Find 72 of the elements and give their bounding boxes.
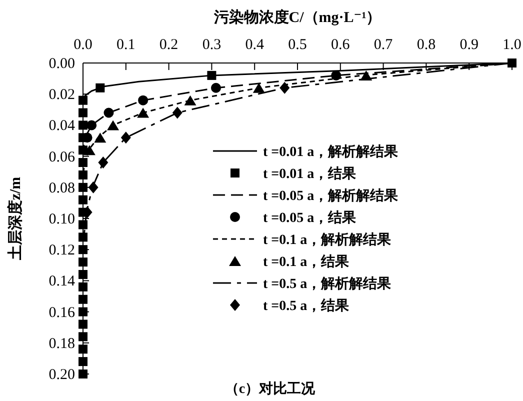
x-tick-label: 0.6 [331, 37, 350, 53]
point [120, 132, 131, 144]
y-tick-label: 0.02 [48, 87, 75, 104]
point [137, 108, 150, 118]
point [78, 96, 88, 105]
x-tick-label: 0.4 [245, 37, 264, 53]
point [78, 108, 88, 118]
point [78, 270, 88, 279]
point [78, 320, 88, 329]
x-tick-label: 0.8 [416, 37, 436, 53]
point [508, 58, 516, 68]
legend-label: t =0.01 a，解析解结果 [263, 144, 400, 160]
point [78, 344, 88, 354]
point [184, 95, 196, 106]
point [78, 232, 88, 242]
point [98, 156, 108, 169]
point [94, 132, 106, 143]
x-axis-title: 污染物浓度C/（mg·L⁻¹） [212, 8, 382, 26]
legend-label: t =0.5 a，解析解结果 [263, 276, 392, 292]
point [78, 220, 88, 230]
y-tick-label: 0.00 [48, 56, 75, 72]
y-tick-label: 0.12 [48, 242, 75, 259]
point [78, 332, 88, 342]
legend-label: t =0.1 a，结果 [263, 254, 350, 270]
x-tick-label: 0.3 [202, 37, 222, 53]
point [138, 95, 148, 106]
point [210, 82, 221, 93]
point [78, 282, 88, 292]
y-tick-label: 0.10 [48, 212, 75, 228]
point [78, 170, 88, 180]
x-tick-label: 0.2 [159, 37, 178, 53]
point [78, 158, 88, 168]
y-tick-label: 0.14 [48, 274, 76, 290]
x-tick-label: 0.5 [288, 37, 307, 53]
legend-label: t =0.01 a，结果 [263, 166, 358, 182]
point [78, 307, 88, 316]
y-tick-label: 0.20 [48, 367, 75, 383]
point [78, 245, 88, 254]
y-tick-label: 0.16 [48, 304, 76, 321]
point [78, 357, 88, 366]
x-tick-label: 0.7 [374, 37, 394, 53]
point [96, 83, 105, 92]
x-tick-label: 0.9 [460, 37, 478, 53]
y-tick-label: 0.18 [48, 336, 75, 352]
x-tick-label: 1.0 [502, 37, 522, 53]
y-tick-label: 0.08 [48, 180, 75, 196]
point [360, 70, 372, 80]
x-tick-label: 0.0 [74, 37, 92, 53]
point [207, 70, 216, 80]
point [78, 294, 88, 304]
y-tick-label: 0.06 [48, 149, 76, 166]
legend-label: t =0.05 a，解析解结果 [263, 188, 400, 204]
point [104, 108, 114, 118]
point [78, 258, 88, 267]
y-axis-title: 土层深度z/m [6, 176, 24, 262]
point [86, 120, 97, 130]
point [88, 181, 98, 194]
point [83, 145, 96, 156]
y-tick-label: 0.04 [48, 118, 76, 134]
legend-label: t =0.5 a，结果 [263, 298, 350, 314]
text: （c）对比工况 [224, 381, 316, 397]
x-tick-label: 0.1 [116, 37, 136, 53]
point [252, 82, 265, 93]
point [78, 195, 88, 204]
point [280, 82, 290, 94]
point [107, 120, 120, 130]
legend-label: t =0.1 a，解析解结果 [263, 232, 392, 248]
point [172, 106, 182, 119]
legend-label: t =0.05 a，结果 [263, 210, 358, 226]
point [78, 182, 88, 192]
point [331, 70, 342, 80]
point [78, 120, 88, 130]
